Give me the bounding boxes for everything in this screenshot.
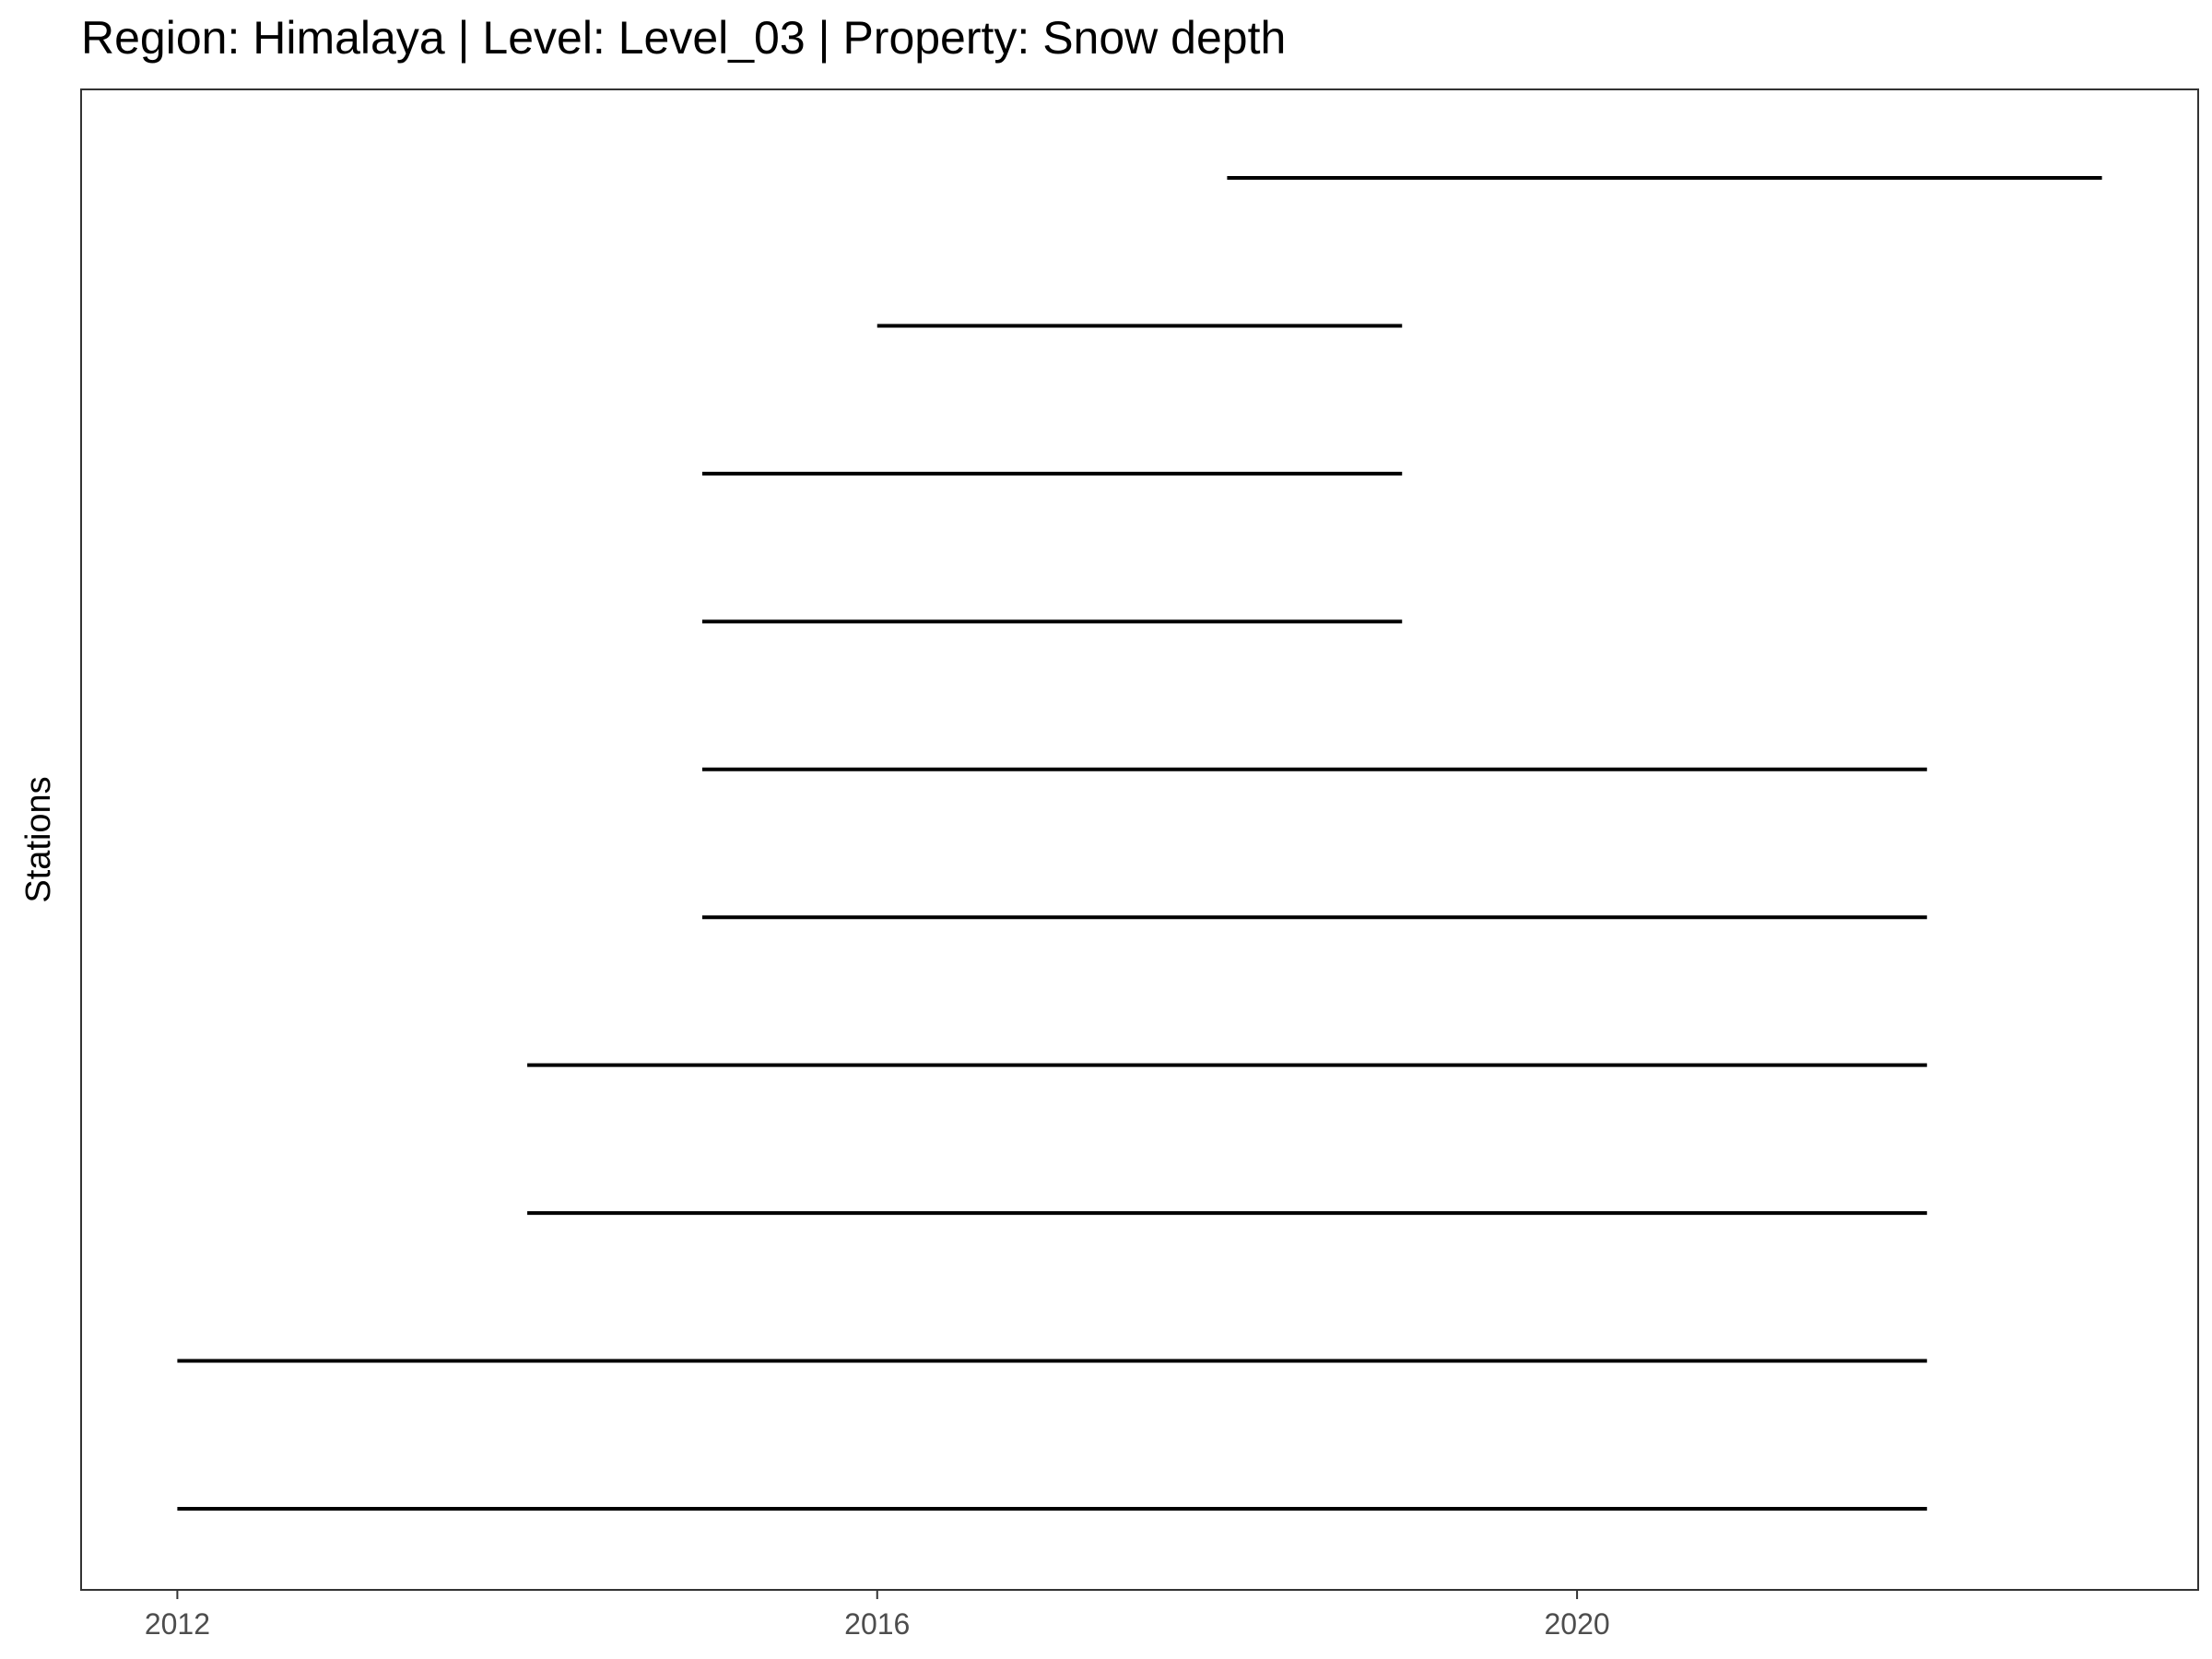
x-tick-label-2016: 2016 — [844, 1607, 910, 1641]
chart-title: Region: Himalaya | Level: Level_03 | Pro… — [81, 12, 1286, 64]
x-axis: 2012 2016 2020 — [145, 1590, 1610, 1641]
x-tick-label-2020: 2020 — [1544, 1607, 1609, 1641]
y-axis-title: Stations — [19, 776, 58, 902]
plot-panel-border — [80, 88, 2199, 1591]
station-lines — [177, 176, 2102, 1511]
x-tick-label-2012: 2012 — [145, 1607, 210, 1641]
